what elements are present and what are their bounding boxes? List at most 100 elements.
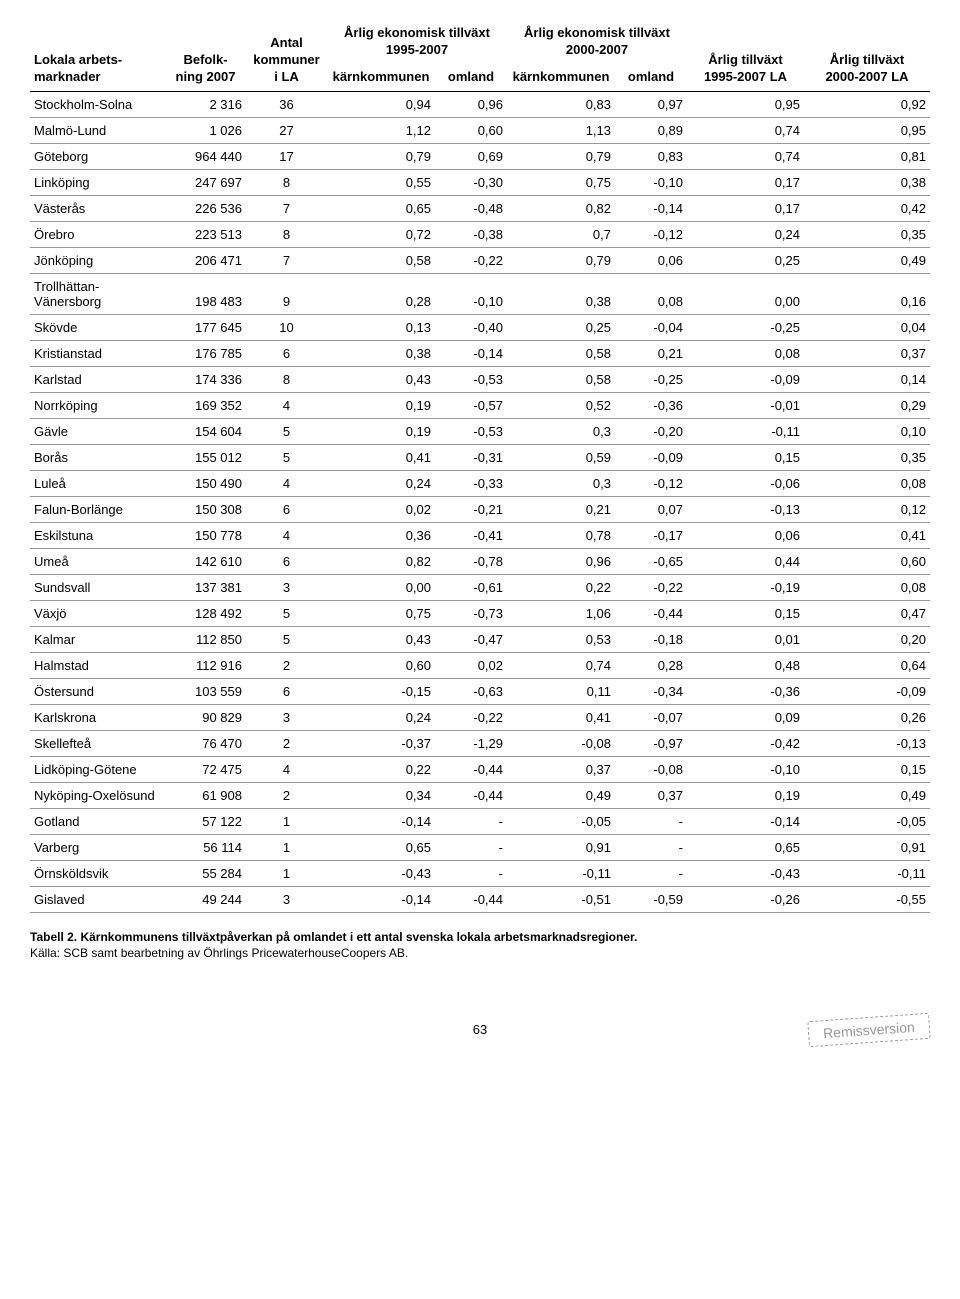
table-cell: 8 [246,221,327,247]
table-cell: -0,57 [435,392,507,418]
table-cell: 0,08 [615,273,687,314]
table-cell: -0,55 [804,886,930,912]
header-col2-line3: i LA [274,69,299,84]
page-number: 63 [30,1022,930,1037]
table-cell: -0,43 [327,860,435,886]
table-row: Nyköping-Oxelösund61 90820,34-0,440,490,… [30,782,930,808]
table-cell: Västerås [30,195,165,221]
table-cell: 8 [246,366,327,392]
table-cell: 0,17 [687,195,804,221]
table-cell: 0,10 [804,418,930,444]
header-col2-line2: kommuner [253,52,319,67]
header-col1-line2: ning 2007 [176,69,236,84]
table-cell: Trollhättan-Vänersborg [30,273,165,314]
table-cell: 0,7 [507,221,615,247]
table-cell: 0,74 [687,143,804,169]
table-cell: 0,20 [804,626,930,652]
caption-bold: Tabell 2. Kärnkommunens tillväxtpåverkan… [30,930,637,944]
table-cell: -0,47 [435,626,507,652]
table-cell: 56 114 [165,834,246,860]
table-cell: 0,00 [327,574,435,600]
table-row: Eskilstuna150 77840,36-0,410,78-0,170,06… [30,522,930,548]
table-cell: 0,29 [804,392,930,418]
table-cell: -0,53 [435,366,507,392]
remiss-stamp: Remissversion [807,1013,930,1047]
table-cell: - [435,860,507,886]
table-cell: 0,42 [804,195,930,221]
header-group1: Årlig ekonomisk tillväxt 1995-2007 [327,20,507,64]
table-cell: Gislaved [30,886,165,912]
table-cell: Göteborg [30,143,165,169]
table-row: Göteborg964 440170,790,690,790,830,740,8… [30,143,930,169]
table-cell: 0,97 [615,91,687,117]
table-cell: 0,15 [804,756,930,782]
table-cell: 176 785 [165,340,246,366]
table-row: Gotland57 1221-0,14--0,05--0,14-0,05 [30,808,930,834]
table-cell: 17 [246,143,327,169]
table-cell: -0,12 [615,221,687,247]
table-cell: 0,35 [804,221,930,247]
table-cell: 0,21 [615,340,687,366]
table-cell: -0,14 [435,340,507,366]
table-cell: -0,22 [435,247,507,273]
table-row: Lidköping-Götene72 47540,22-0,440,37-0,0… [30,756,930,782]
table-cell: 4 [246,522,327,548]
table-cell: 150 490 [165,470,246,496]
table-cell: 142 610 [165,548,246,574]
table-cell: -0,30 [435,169,507,195]
table-cell: 0,02 [435,652,507,678]
table-cell: 0,53 [507,626,615,652]
table-row: Skövde177 645100,13-0,400,25-0,04-0,250,… [30,314,930,340]
table-row: Umeå142 61060,82-0,780,96-0,650,440,60 [30,548,930,574]
table-cell: 0,41 [327,444,435,470]
table-row: Gislaved49 2443-0,14-0,44-0,51-0,59-0,26… [30,886,930,912]
table-row: Borås155 01250,41-0,310,59-0,090,150,35 [30,444,930,470]
table-cell: 0,38 [804,169,930,195]
header-col8: Årlig tillväxt 2000-2007 LA [804,20,930,91]
table-cell: -0,44 [615,600,687,626]
table-cell: 0,96 [507,548,615,574]
table-cell: 10 [246,314,327,340]
table-row: Östersund103 5596-0,15-0,630,11-0,34-0,3… [30,678,930,704]
table-cell: -0,44 [435,782,507,808]
table-cell: 3 [246,704,327,730]
table-cell: - [435,834,507,860]
table-cell: 0,79 [507,143,615,169]
table-cell: -0,21 [435,496,507,522]
table-cell: 964 440 [165,143,246,169]
table-cell: 0,65 [327,195,435,221]
table-cell: Halmstad [30,652,165,678]
table-cell: -0,63 [435,678,507,704]
table-cell: 0,17 [687,169,804,195]
header-col2-line1: Antal [270,35,303,50]
table-cell: 5 [246,626,327,652]
table-row: Skellefteå76 4702-0,37-1,29-0,08-0,97-0,… [30,730,930,756]
table-cell: 0,15 [687,600,804,626]
table-cell: -0,44 [435,756,507,782]
table-cell: 0,60 [435,117,507,143]
table-cell: - [615,808,687,834]
table-cell: 8 [246,169,327,195]
table-cell: 177 645 [165,314,246,340]
table-cell: 0,28 [327,273,435,314]
table-cell: 0,04 [804,314,930,340]
table-cell: 0,19 [327,392,435,418]
table-cell: Örnsköldsvik [30,860,165,886]
table-cell: -0,09 [804,678,930,704]
table-row: Karlskrona90 82930,24-0,220,41-0,070,090… [30,704,930,730]
table-cell: 2 316 [165,91,246,117]
header-sub-karn1: kärnkommunen [327,64,435,91]
table-cell: Borås [30,444,165,470]
header-col8-line2: 2000-2007 LA [825,69,908,84]
table-cell: -0,14 [327,886,435,912]
table-caption: Tabell 2. Kärnkommunens tillväxtpåverkan… [30,929,930,963]
table-cell: 0,21 [507,496,615,522]
table-cell: -0,05 [507,808,615,834]
table-cell: 6 [246,678,327,704]
table-cell: -0,15 [327,678,435,704]
table-cell: -0,37 [327,730,435,756]
header-group2-line1: Årlig ekonomisk tillväxt [524,25,670,40]
table-row: Stockholm-Solna2 316360,940,960,830,970,… [30,91,930,117]
table-cell: 0,26 [804,704,930,730]
table-cell: 0,52 [507,392,615,418]
